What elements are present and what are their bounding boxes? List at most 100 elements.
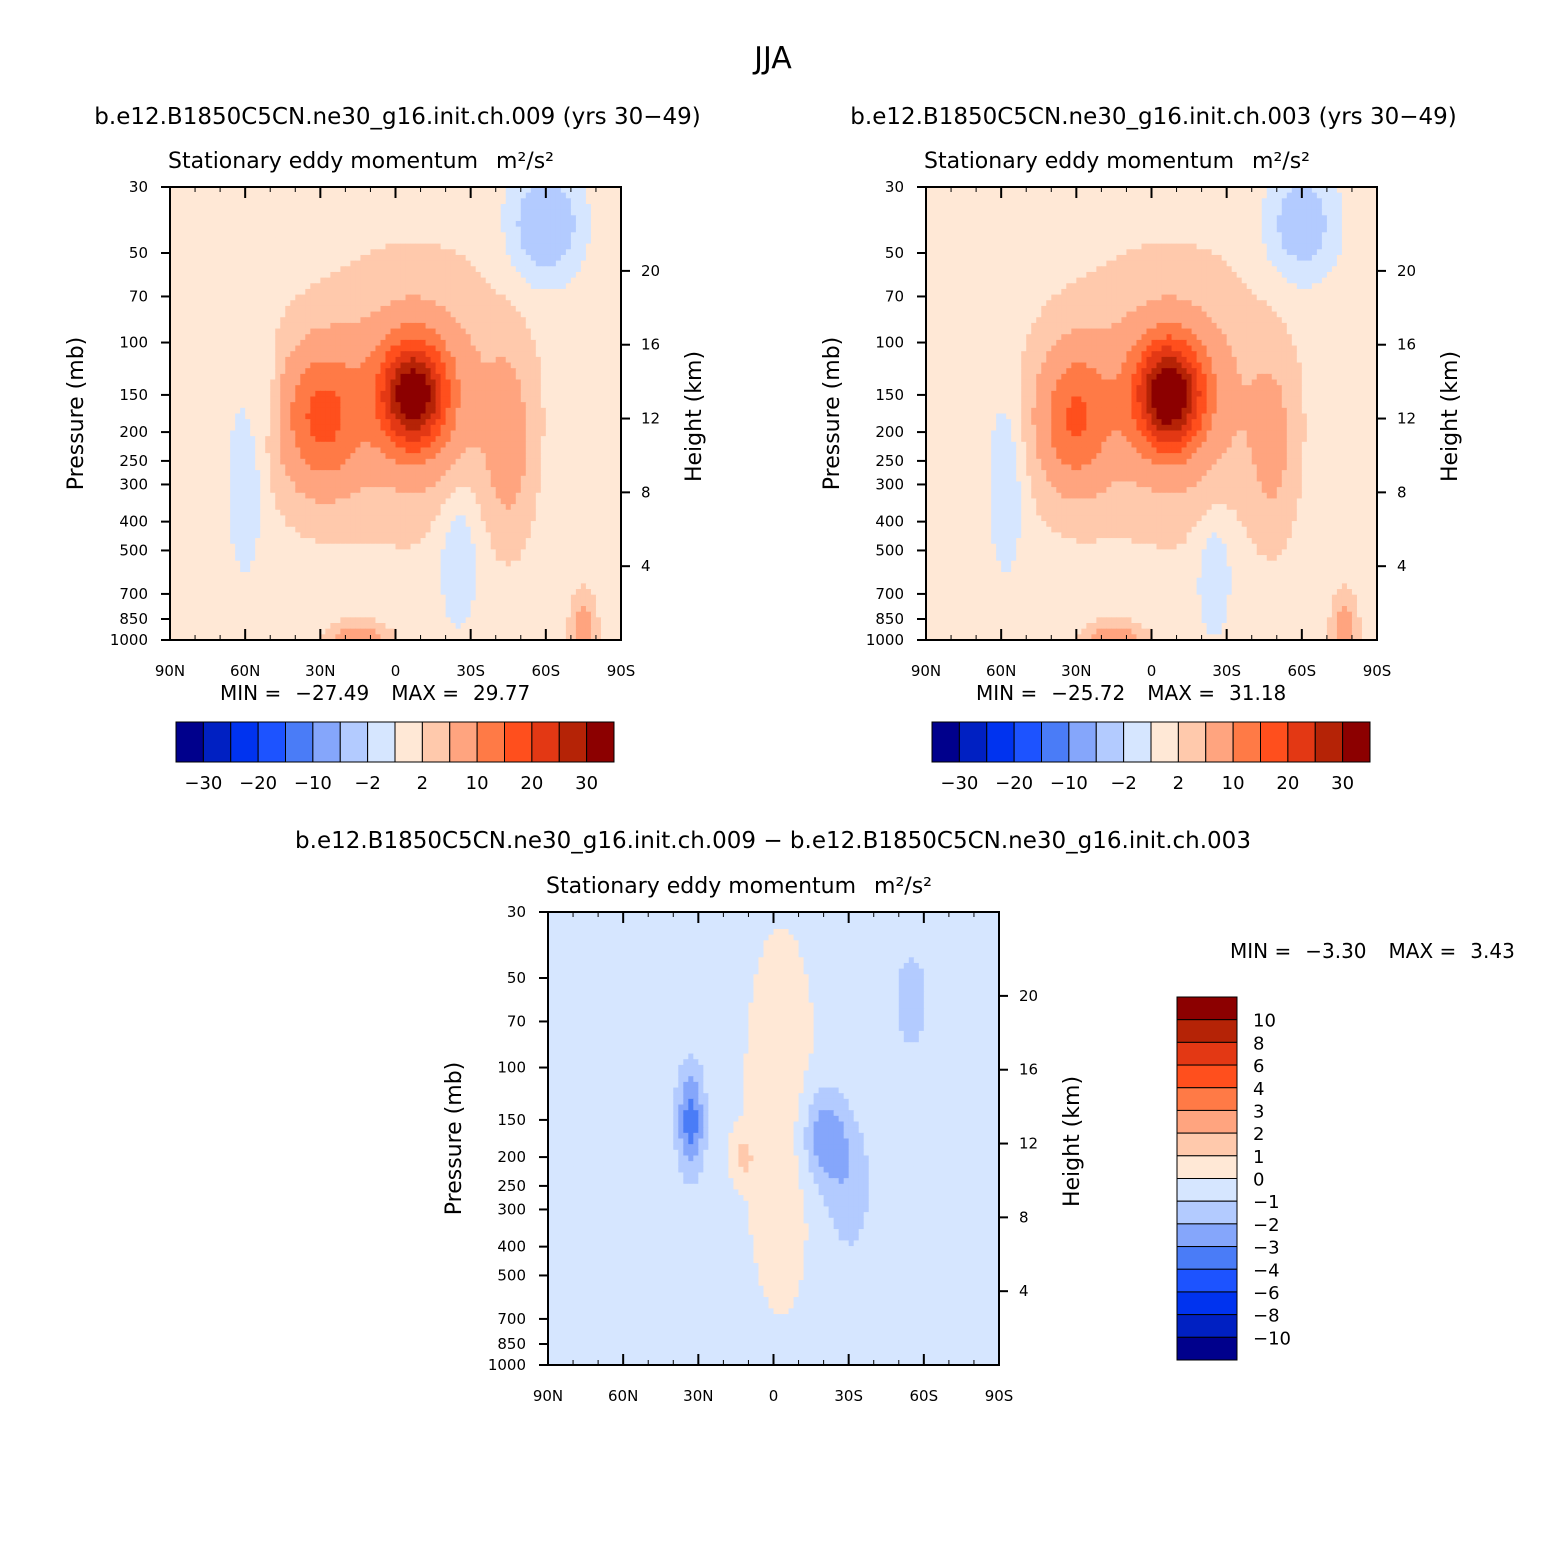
- field-cell: [461, 397, 467, 403]
- field-cell: [255, 459, 261, 465]
- field-cell: [260, 272, 266, 278]
- field-cell: [195, 442, 201, 448]
- field-cell: [506, 459, 512, 465]
- field-cell: [285, 312, 291, 318]
- field-cell: [280, 278, 286, 284]
- field-cell: [370, 238, 376, 244]
- field-cell: [611, 221, 617, 227]
- field-cell: [205, 380, 211, 386]
- field-cell: [220, 227, 226, 233]
- field-cell: [390, 323, 396, 329]
- field-cell: [411, 227, 417, 233]
- field-cell: [566, 289, 572, 295]
- field-cell: [290, 357, 296, 363]
- field-cell: [370, 221, 376, 227]
- field-cell: [556, 272, 562, 278]
- field-cell: [215, 453, 221, 459]
- field-cell: [240, 425, 246, 431]
- field-cell: [180, 346, 186, 352]
- field-cell: [360, 363, 366, 369]
- field-cell: [235, 300, 241, 306]
- field-cell: [180, 215, 186, 221]
- field-cell: [431, 266, 437, 272]
- field-cell: [506, 447, 512, 453]
- field-cell: [220, 363, 226, 369]
- field-cell: [591, 493, 597, 499]
- field-cell: [370, 272, 376, 278]
- field-cell: [290, 351, 296, 357]
- field-cell: [466, 323, 472, 329]
- field-cell: [506, 368, 512, 374]
- field-cell: [315, 346, 321, 352]
- field-cell: [566, 266, 572, 272]
- field-cell: [541, 249, 547, 255]
- field-cell: [285, 334, 291, 340]
- field-cell: [195, 323, 201, 329]
- field-cell: [511, 453, 517, 459]
- field-cell: [406, 493, 412, 499]
- field-cell: [275, 459, 281, 465]
- field-cell: [456, 312, 462, 318]
- field-cell: [461, 221, 467, 227]
- field-cell: [265, 425, 271, 431]
- field-cell: [436, 368, 442, 374]
- field-cell: [536, 340, 542, 346]
- field-cell: [606, 447, 612, 453]
- field-cell: [481, 464, 487, 470]
- field-cell: [325, 447, 331, 453]
- field-cell: [295, 351, 301, 357]
- field-cell: [406, 430, 412, 436]
- field-cell: [606, 346, 612, 352]
- field-cell: [581, 385, 587, 391]
- field-cell: [305, 323, 311, 329]
- field-cell: [185, 255, 191, 261]
- field-cell: [506, 430, 512, 436]
- field-cell: [526, 244, 532, 250]
- field-cell: [245, 374, 251, 380]
- field-cell: [280, 249, 286, 255]
- field-cell: [315, 425, 321, 431]
- field-cell: [205, 498, 211, 504]
- field-cell: [436, 334, 442, 340]
- field-cell: [441, 261, 447, 267]
- field-cell: [476, 357, 482, 363]
- field-cell: [471, 266, 477, 272]
- field-cell: [461, 408, 467, 414]
- field-cell: [345, 249, 351, 255]
- field-cell: [220, 261, 226, 267]
- field-cell: [345, 227, 351, 233]
- field-cell: [526, 238, 532, 244]
- field-cell: [476, 340, 482, 346]
- field-cell: [180, 221, 186, 227]
- field-cell: [421, 442, 427, 448]
- field-cell: [295, 295, 301, 301]
- field-cell: [270, 402, 276, 408]
- field-cell: [501, 374, 507, 380]
- field-cell: [501, 204, 507, 210]
- field-cell: [441, 487, 447, 493]
- field-cell: [235, 255, 241, 261]
- field-cell: [300, 374, 306, 380]
- field-cell: [401, 436, 407, 442]
- field-cell: [586, 493, 592, 499]
- field-cell: [280, 368, 286, 374]
- field-cell: [536, 238, 542, 244]
- field-cell: [396, 425, 402, 431]
- field-cell: [406, 232, 412, 238]
- field-cell: [476, 363, 482, 369]
- field-cell: [441, 249, 447, 255]
- field-cell: [275, 346, 281, 352]
- field-cell: [601, 244, 607, 250]
- field-cell: [506, 244, 512, 250]
- field-cell: [471, 334, 477, 340]
- field-cell: [380, 476, 386, 482]
- field-cell: [295, 476, 301, 482]
- field-cell: [215, 278, 221, 284]
- field-cell: [596, 464, 602, 470]
- field-cell: [546, 278, 552, 284]
- field-cell: [315, 323, 321, 329]
- field-cell: [611, 249, 617, 255]
- field-cell: [456, 244, 462, 250]
- field-cell: [516, 487, 522, 493]
- field-cell: [556, 215, 562, 221]
